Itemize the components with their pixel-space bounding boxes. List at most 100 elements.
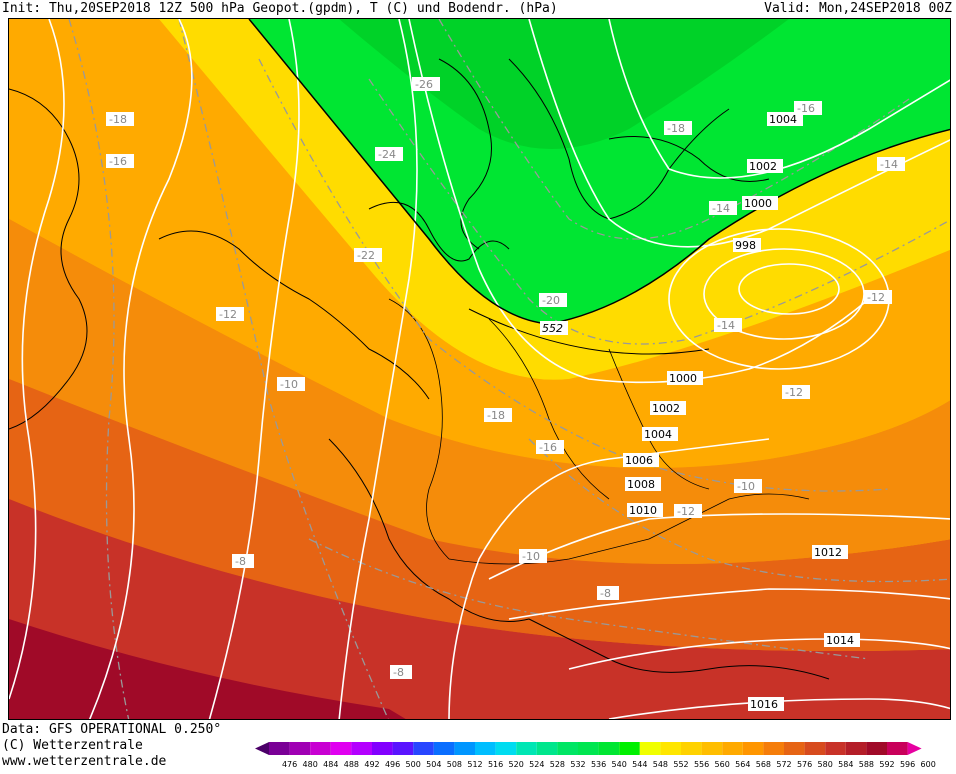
- coastlines: [9, 58, 830, 680]
- copyright-text: (C) Wetterzentrale: [2, 738, 143, 753]
- temperature-label: -14: [714, 318, 742, 332]
- temperature-label: -16: [794, 101, 822, 115]
- isobar-label: 1002: [650, 401, 686, 415]
- weather-map: 1004 1002 1000 998 1000 1002 1004 1006 1…: [8, 18, 951, 720]
- legend-swatch: [701, 742, 723, 755]
- legend-swatch: [763, 742, 784, 755]
- legend-tick-label: 548: [653, 760, 668, 769]
- svg-text:-18: -18: [109, 113, 127, 126]
- legend-arrow-right: [907, 742, 922, 755]
- isobar-label: 1002: [747, 159, 783, 173]
- svg-text:1016: 1016: [750, 698, 778, 711]
- legend-swatch: [578, 742, 599, 755]
- data-source-text: Data: GFS OPERATIONAL 0.250°: [2, 722, 222, 737]
- svg-text:1004: 1004: [644, 428, 672, 441]
- legend-tick-label: 488: [344, 760, 359, 769]
- legend-tick-label: 600: [921, 760, 936, 769]
- svg-text:-18: -18: [667, 122, 685, 135]
- legend-swatch: [804, 742, 826, 755]
- legend-tick-label: 544: [632, 760, 647, 769]
- legend-tick-label: 532: [570, 760, 585, 769]
- svg-text:-16: -16: [539, 441, 557, 454]
- legend-swatch: [887, 742, 908, 755]
- legend-swatch: [495, 742, 517, 755]
- legend-tick-label: 476: [282, 760, 297, 769]
- svg-text:-8: -8: [235, 555, 246, 568]
- temperature-label: -26: [412, 77, 440, 91]
- legend-tick-label: 592: [879, 760, 894, 769]
- svg-text:-10: -10: [522, 550, 540, 563]
- svg-text:-10: -10: [737, 480, 755, 493]
- legend-swatch: [557, 742, 578, 755]
- svg-text:1002: 1002: [749, 160, 777, 173]
- legend-swatch: [392, 742, 414, 755]
- svg-text:1010: 1010: [629, 504, 657, 517]
- legend-swatch: [619, 742, 640, 755]
- svg-text:552: 552: [542, 322, 563, 335]
- svg-text:-10: -10: [280, 378, 298, 391]
- legend-tick-label: 492: [364, 760, 379, 769]
- temperature-label: -22: [354, 248, 382, 262]
- temperature-label: -12: [864, 290, 892, 304]
- legend-tick-label: 480: [303, 760, 318, 769]
- temperature-label: -14: [709, 201, 737, 215]
- legend-tick-label: 528: [550, 760, 565, 769]
- legend-tick-label: 580: [818, 760, 833, 769]
- isobar-label: 1016: [748, 697, 784, 711]
- legend-swatch: [475, 742, 496, 755]
- legend-tick-label: 588: [859, 760, 874, 769]
- header: Init: Thu,20SEP2018 12Z 500 hPa Geopot.(…: [0, 0, 956, 18]
- legend-swatch: [433, 742, 455, 755]
- temperature-label: -24: [375, 147, 403, 161]
- legend-swatch: [330, 742, 352, 755]
- svg-text:-12: -12: [677, 505, 695, 518]
- temperature-label: -8: [597, 586, 619, 600]
- legend-swatch: [536, 742, 558, 755]
- legend-tick-label: 564: [735, 760, 750, 769]
- legend-tick-label: 508: [447, 760, 462, 769]
- legend-swatch: [742, 742, 764, 755]
- svg-text:-8: -8: [600, 587, 611, 600]
- legend-tick-label: 496: [385, 760, 400, 769]
- isobar-label: 1010: [627, 503, 663, 517]
- legend-swatch: [722, 742, 743, 755]
- temperature-label: -20: [539, 293, 567, 307]
- legend-tick-label: 556: [694, 760, 709, 769]
- isobar-label: 1006: [623, 453, 659, 467]
- website-link[interactable]: www.wetterzentrale.de: [2, 754, 167, 769]
- svg-text:-14: -14: [880, 158, 898, 171]
- band-green: [249, 19, 950, 324]
- legend-tick-label: 500: [406, 760, 421, 769]
- temperature-label: -8: [232, 554, 254, 568]
- svg-text:1000: 1000: [669, 372, 697, 385]
- band-yellow: [159, 19, 950, 380]
- legend-tick-label: 524: [529, 760, 544, 769]
- color-legend: 476 480 484 488 492 496 500 504 508 512 516 520 524 5…: [255, 740, 955, 774]
- legend-swatch: [866, 742, 887, 755]
- svg-text:-26: -26: [415, 78, 433, 91]
- legend-swatch: [825, 742, 846, 755]
- init-text: Init: Thu,20SEP2018 12Z 500 hPa Geopot.(…: [2, 1, 558, 16]
- isobar-label: 1004: [642, 427, 678, 441]
- legend-swatch: [351, 742, 372, 755]
- temperature-label: -12: [782, 385, 810, 399]
- legend-tick-label: 504: [426, 760, 441, 769]
- legend-tick-label: 516: [488, 760, 503, 769]
- legend-tick-label: 512: [467, 760, 482, 769]
- isobar-label: 1014: [824, 633, 860, 647]
- geopotential-label: 552: [540, 321, 568, 335]
- isobar-label: 1000: [667, 371, 703, 385]
- temperature-label: -8: [390, 665, 412, 679]
- legend-swatch: [269, 742, 290, 755]
- band-green-dark: [339, 19, 789, 149]
- temperature-label: -12: [216, 307, 244, 321]
- svg-text:-8: -8: [393, 666, 404, 679]
- isobar-label: 1004: [767, 112, 803, 126]
- legend-swatch: [289, 742, 311, 755]
- svg-text:1004: 1004: [769, 113, 797, 126]
- isobar-label: 1012: [812, 545, 848, 559]
- svg-text:-14: -14: [712, 202, 730, 215]
- band-red: [9, 499, 950, 719]
- isobar-label: 1008: [625, 477, 661, 491]
- temperature-label: -16: [536, 440, 564, 454]
